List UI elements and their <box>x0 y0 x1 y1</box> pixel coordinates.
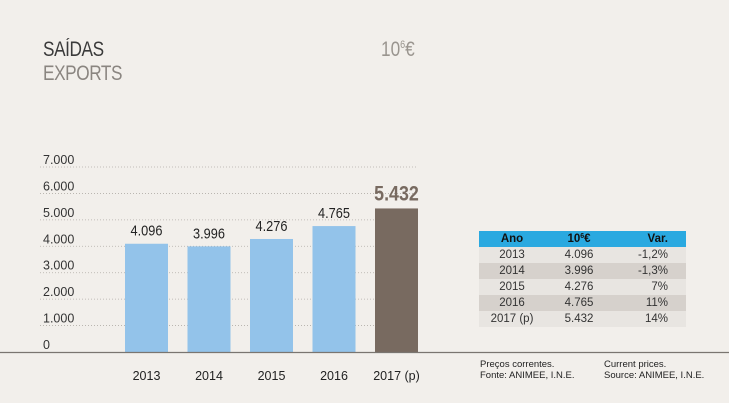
table-header-value-sym: € <box>584 233 591 245</box>
x-tick-label: 2016 <box>320 369 348 383</box>
x-tick-label: 2015 <box>258 369 286 383</box>
table-cell-var: -1,2% <box>613 247 686 263</box>
y-tick-label: 2.000 <box>43 285 74 299</box>
table-header-year: Ano <box>479 231 545 247</box>
y-tick-label: 6.000 <box>43 179 74 193</box>
unit-label: 106€ <box>381 38 415 62</box>
table-cell-year: 2014 <box>479 263 545 279</box>
note-source-en: Source: ANIMEE, I.N.E. <box>604 370 705 381</box>
data-label: 4.765 <box>318 204 350 221</box>
table-cell-year: 2013 <box>479 247 545 263</box>
y-tick-label: 5.000 <box>43 206 74 220</box>
table-cell-year: 2017 (p) <box>479 311 545 327</box>
source-note-en: Current prices. Source: ANIMEE, I.N.E. <box>604 359 704 381</box>
table-header-row: Ano 106€ Var. <box>479 231 686 247</box>
bar <box>375 208 418 352</box>
data-label: 3.996 <box>193 224 225 241</box>
table-cell-var: 14% <box>613 311 686 327</box>
table-cell-value: 5.432 <box>545 311 613 327</box>
table-header-value-base: 10 <box>567 233 581 245</box>
unit-exponent: 6 <box>400 39 406 51</box>
note-prices-en: Current prices. <box>604 359 667 370</box>
bar <box>250 238 293 352</box>
table-cell-var: 7% <box>613 279 686 295</box>
data-table: Ano 106€ Var. 2013 4.096 -1,2% 2014 3.99… <box>479 231 686 327</box>
table-cell-value: 3.996 <box>545 263 613 279</box>
y-tick-label: 0 <box>43 338 50 352</box>
x-tick-label: 2017 (p) <box>373 369 420 383</box>
table-header-value-exp: 6 <box>580 233 585 240</box>
bar <box>187 246 231 352</box>
y-tick-label: 3.000 <box>43 259 74 273</box>
bar <box>312 226 356 352</box>
table-row: 2014 3.996 -1,3% <box>479 263 686 279</box>
bar <box>125 243 168 352</box>
y-tick-label: 4.000 <box>43 232 74 246</box>
table-row: 2016 4.765 11% <box>479 295 686 311</box>
table-cell-value: 4.276 <box>545 279 613 295</box>
table-row: 2013 4.096 -1,2% <box>479 247 686 263</box>
data-label: 4.096 <box>131 222 163 239</box>
x-tick-label: 2013 <box>133 369 161 383</box>
table-cell-value: 4.096 <box>545 247 613 263</box>
x-tick-label: 2014 <box>195 369 223 383</box>
y-tick-label: 1.000 <box>43 312 74 326</box>
data-label: 4.276 <box>256 217 288 234</box>
table-cell-var: 11% <box>613 295 686 311</box>
unit-symbol: € <box>405 38 415 61</box>
chart-title: SAÍDAS <box>43 38 104 61</box>
note-prices-pt: Preços correntes. <box>480 359 555 370</box>
y-tick-label: 7.000 <box>43 153 74 167</box>
table-header-var: Var. <box>613 231 686 247</box>
chart-subtitle: EXPORTS <box>43 62 123 85</box>
note-source-pt: Fonte: ANIMEE, I.N.E. <box>480 370 575 381</box>
table-cell-value: 4.765 <box>545 295 613 311</box>
source-note-pt: Preços correntes. Fonte: ANIMEE, I.N.E. <box>480 359 575 381</box>
table-cell-var: -1,3% <box>613 263 686 279</box>
table-header-value: 106€ <box>545 231 613 247</box>
table-cell-year: 2016 <box>479 295 545 311</box>
data-label: 5.432 <box>374 182 419 206</box>
table-row: 2017 (p) 5.432 14% <box>479 311 686 327</box>
unit-base: 10 <box>381 38 401 61</box>
table-cell-year: 2015 <box>479 279 545 295</box>
table-row: 2015 4.276 7% <box>479 279 686 295</box>
